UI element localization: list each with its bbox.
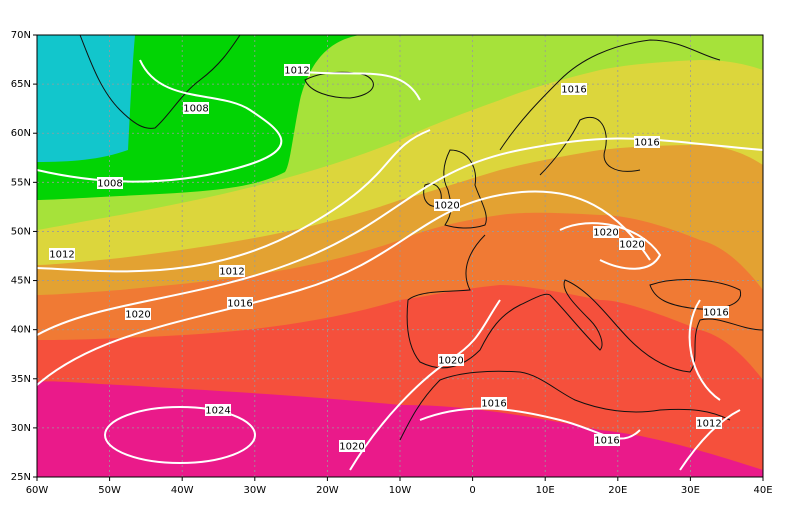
x-tick-label: 10E xyxy=(536,485,555,496)
y-tick-label: 55N xyxy=(11,177,31,188)
isobar-line xyxy=(688,299,721,401)
isobar-label-box xyxy=(434,199,460,211)
black-sea-coast xyxy=(649,279,742,310)
pressure-field xyxy=(37,35,763,477)
isobar-label-box xyxy=(227,297,253,309)
isobar-line xyxy=(36,190,651,386)
isobar-line xyxy=(104,406,256,464)
isobar-line xyxy=(559,222,662,270)
isobar-label: 1012 xyxy=(49,250,74,261)
europe-coast xyxy=(406,234,763,373)
greenland-coast xyxy=(79,35,241,129)
isobar-label-box xyxy=(561,83,587,95)
isobar-label: 1016 xyxy=(481,399,506,410)
isobar-label-box xyxy=(183,102,209,114)
isobar-label: 1020 xyxy=(339,442,364,453)
isobar-label-box xyxy=(125,308,151,320)
isobar-line xyxy=(36,137,764,336)
y-tick-label: 50N xyxy=(11,226,31,237)
isobar-label-box xyxy=(481,397,507,409)
axis-labels: 60W 50W 40W 30W 20W 10W 0 10E 20E 30E 40E 25N 30N 35N… xyxy=(11,30,773,496)
y-tick-label: 60N xyxy=(11,128,31,139)
isobar-label-box xyxy=(219,265,245,277)
y-tick-label: 35N xyxy=(11,374,31,385)
isobar-label: 1024 xyxy=(205,406,230,417)
isobar-label: 1020 xyxy=(434,201,459,212)
isobar-line xyxy=(289,69,421,101)
isobar-label: 1020 xyxy=(619,240,644,251)
isobar-label: 1016 xyxy=(227,299,252,310)
isobar-label-box xyxy=(593,226,619,238)
x-tick-label: 20E xyxy=(608,485,627,496)
isobar-label: 1012 xyxy=(696,419,721,430)
isobar-label: 1016 xyxy=(594,436,619,447)
isobar-label-box xyxy=(703,306,729,318)
x-tick-label: 60W xyxy=(26,485,49,496)
isobar-line xyxy=(679,409,741,471)
y-tick-label: 30N xyxy=(11,423,31,434)
y-tick-label: 25N xyxy=(11,472,31,483)
isobar-label-box xyxy=(339,440,365,452)
band-cyan xyxy=(37,35,135,162)
isobar-label: 1012 xyxy=(219,267,244,278)
y-tick-label: 40N xyxy=(11,325,31,336)
isobar-label-box xyxy=(619,238,645,250)
isobar-label: 1008 xyxy=(97,179,122,190)
x-tick-label: 40W xyxy=(171,485,194,496)
isobar-label-box xyxy=(205,404,231,416)
x-tick-label: 40E xyxy=(753,485,772,496)
y-tick-label: 70N xyxy=(11,30,31,41)
y-tick-label: 45N xyxy=(11,276,31,287)
isobar-labels: 1012100810081012101210161020102010161016… xyxy=(49,64,729,453)
isobar-label: 1008 xyxy=(183,104,208,115)
plot-frame xyxy=(36,34,764,478)
isobar-label-box xyxy=(49,248,75,260)
isobar-label: 1020 xyxy=(125,310,150,321)
isobar-label: 1020 xyxy=(593,228,618,239)
x-tick-label: 50W xyxy=(98,485,121,496)
x-tick-label: 0 xyxy=(469,485,475,496)
x-tick-label: 20W xyxy=(316,485,339,496)
scandinavia-coast xyxy=(499,39,721,176)
africa-coast xyxy=(399,370,731,441)
isobar-label-box xyxy=(438,354,464,366)
isobar-label-box xyxy=(284,64,310,76)
x-tick-label: 10W xyxy=(389,485,412,496)
isobar-label-box xyxy=(696,417,722,429)
isobar-label: 1020 xyxy=(438,356,463,367)
isobar-label: 1016 xyxy=(634,138,659,149)
x-tick-label: 30W xyxy=(243,485,266,496)
x-tick-label: 30E xyxy=(681,485,700,496)
isobar-label-box xyxy=(634,136,660,148)
y-tick-label: 65N xyxy=(11,79,31,90)
isobar-label-box xyxy=(97,177,123,189)
isobar-label: 1016 xyxy=(561,85,586,96)
isobar-label: 1016 xyxy=(703,308,728,319)
isobar-line xyxy=(36,129,431,273)
isobar-label: 1012 xyxy=(284,66,309,77)
isobar-label-box xyxy=(594,434,620,446)
